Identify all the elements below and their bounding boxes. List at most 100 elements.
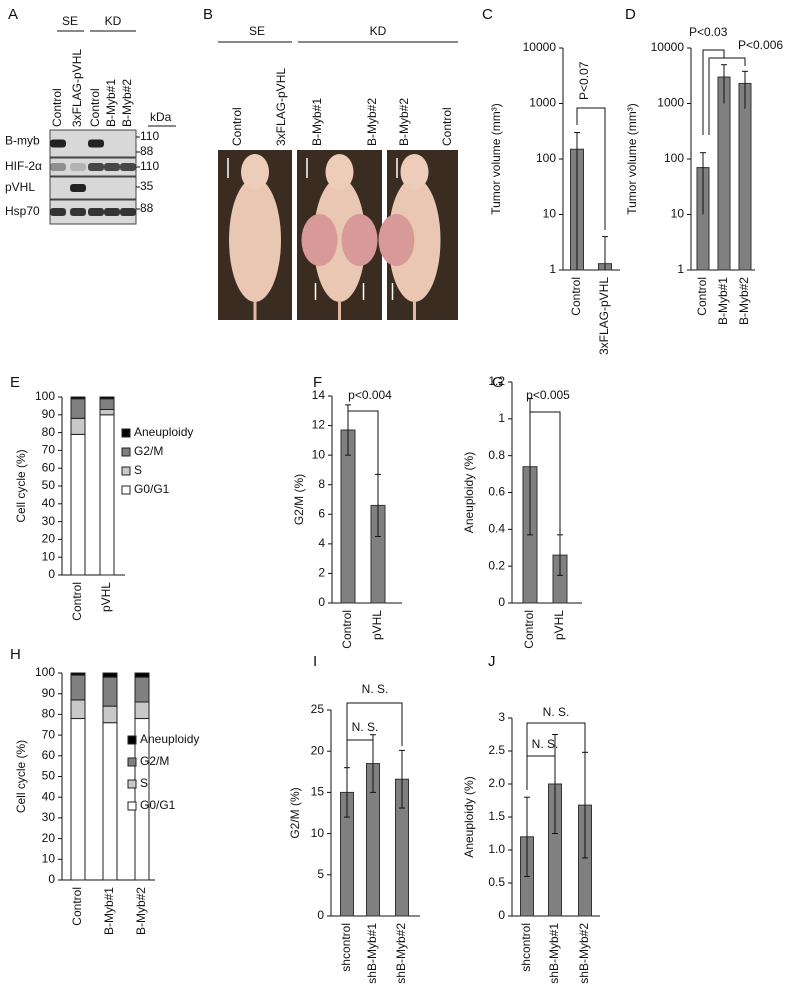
y-tick-label: 2.5 (488, 743, 505, 757)
blot-band (120, 208, 136, 216)
panel-label: E (10, 374, 20, 391)
y-tick-label: 1.2 (488, 374, 505, 388)
y-tick-label: 90 (42, 407, 56, 421)
x-tick-label: Control (340, 610, 354, 649)
x-tick-label: Control (70, 582, 84, 621)
y-tick-label: 4 (318, 536, 325, 550)
mouse-label: B-Myb#2 (397, 98, 411, 146)
y-tick-label: 1 (677, 262, 684, 276)
x-tick-label: B-Myb#1 (102, 887, 116, 935)
row-label: B-myb (5, 134, 40, 148)
blot-band (70, 208, 86, 216)
y-tick-label: 20 (311, 743, 325, 757)
panel-label: G (492, 374, 504, 391)
y-tick-label: 10 (543, 207, 557, 221)
annotation: P<0.03 (689, 25, 728, 39)
y-tick-label: 25 (311, 702, 325, 716)
y-tick-label: 1000 (657, 96, 684, 110)
y-tick-label: 0 (48, 872, 55, 886)
y-tick-label: 10 (42, 851, 56, 865)
y-tick-label: 1.5 (488, 809, 505, 823)
y-tick-label: 10000 (523, 40, 557, 54)
y-tick-label: 60 (42, 460, 56, 474)
y-tick-label: 0 (48, 567, 55, 581)
bar-segment (70, 433, 86, 576)
y-tick-label: 100 (536, 151, 556, 165)
y-tick-label: 10000 (651, 40, 685, 54)
y-tick-label: 12 (312, 418, 326, 432)
legend-label: G0/G1 (134, 482, 170, 496)
bar-segment (134, 672, 150, 678)
mouse-head (325, 154, 354, 190)
row-label: Hsp70 (5, 204, 40, 218)
y-tick-label: 0.4 (488, 522, 505, 536)
legend-label: Aneuploidy (134, 425, 193, 439)
group-label: KD (105, 14, 122, 28)
x-tick-label: B-Myb#2 (737, 277, 751, 325)
y-tick-label: 40 (42, 496, 56, 510)
bar-segment (99, 396, 115, 400)
blot-band (50, 163, 66, 171)
x-tick-label: Control (695, 277, 709, 316)
bar-segment (70, 417, 86, 435)
y-tick-label: 30 (42, 514, 56, 528)
tumor (378, 214, 415, 266)
y-tick-label: 1000 (529, 96, 556, 110)
panel-label: J (488, 653, 496, 670)
x-tick-label: B-Myb#2 (134, 887, 148, 935)
y-tick-label: 1 (549, 262, 556, 276)
mouse-label: Control (440, 107, 454, 146)
y-tick-label: 90 (42, 686, 56, 700)
bar-segment (134, 676, 150, 703)
bar-segment (70, 672, 86, 676)
bar-segment (70, 718, 86, 881)
y-tick-label: 1.0 (488, 842, 505, 856)
x-tick-label: shB-Myb#2 (577, 923, 591, 984)
y-tick-label: 0 (498, 908, 505, 922)
annotation: p<0.004 (348, 388, 392, 402)
legend-swatch (127, 801, 137, 811)
x-tick-label: shB-Myb#1 (547, 923, 561, 984)
y-tick-label: 2.0 (488, 776, 505, 790)
annotation: N. S. (352, 720, 379, 734)
blot-band (50, 139, 66, 148)
y-tick-label: 80 (42, 707, 56, 721)
y-axis-label: Cell cycle (%) (14, 449, 28, 522)
bar-segment (70, 398, 86, 419)
y-tick-label: 8 (318, 477, 325, 491)
significance-bracket (529, 411, 561, 540)
panel-label: C (482, 6, 493, 23)
y-tick-label: 60 (42, 748, 56, 762)
x-tick-label: shB-Myb#2 (394, 923, 408, 984)
bar-segment (70, 674, 86, 701)
y-tick-label: 20 (42, 831, 56, 845)
bar (340, 429, 356, 604)
y-tick-label: 2 (318, 566, 325, 580)
blot-band (70, 163, 86, 171)
unit-label: kDa (150, 110, 172, 124)
significance-bracket (526, 755, 556, 790)
legend-label: Aneuploidy (140, 732, 199, 746)
annotation: N. S. (543, 705, 570, 719)
y-tick-label: 80 (42, 425, 56, 439)
y-axis-label: Cell cycle (%) (14, 740, 28, 813)
y-tick-label: 0.6 (488, 485, 505, 499)
y-tick-label: 0 (317, 908, 324, 922)
y-tick-label: 20 (42, 532, 56, 546)
blot-band (88, 208, 104, 216)
y-tick-label: 0.8 (488, 448, 505, 462)
bar-segment (102, 672, 118, 678)
row-label: pVHL (5, 180, 35, 194)
lane-label: Control (88, 88, 102, 127)
x-tick-label: pVHL (552, 610, 566, 640)
panel-label: D (625, 6, 636, 23)
mouse-label: B-Myb#1 (310, 98, 324, 146)
mouse-head (241, 154, 269, 190)
significance-bracket (346, 739, 374, 776)
y-tick-label: 0 (498, 595, 505, 609)
annotation: P<0.07 (577, 61, 591, 100)
marker-label: 110 (140, 129, 159, 143)
y-tick-label: 10 (671, 207, 685, 221)
y-tick-label: 6 (318, 506, 325, 520)
group-label: KD (370, 24, 387, 38)
